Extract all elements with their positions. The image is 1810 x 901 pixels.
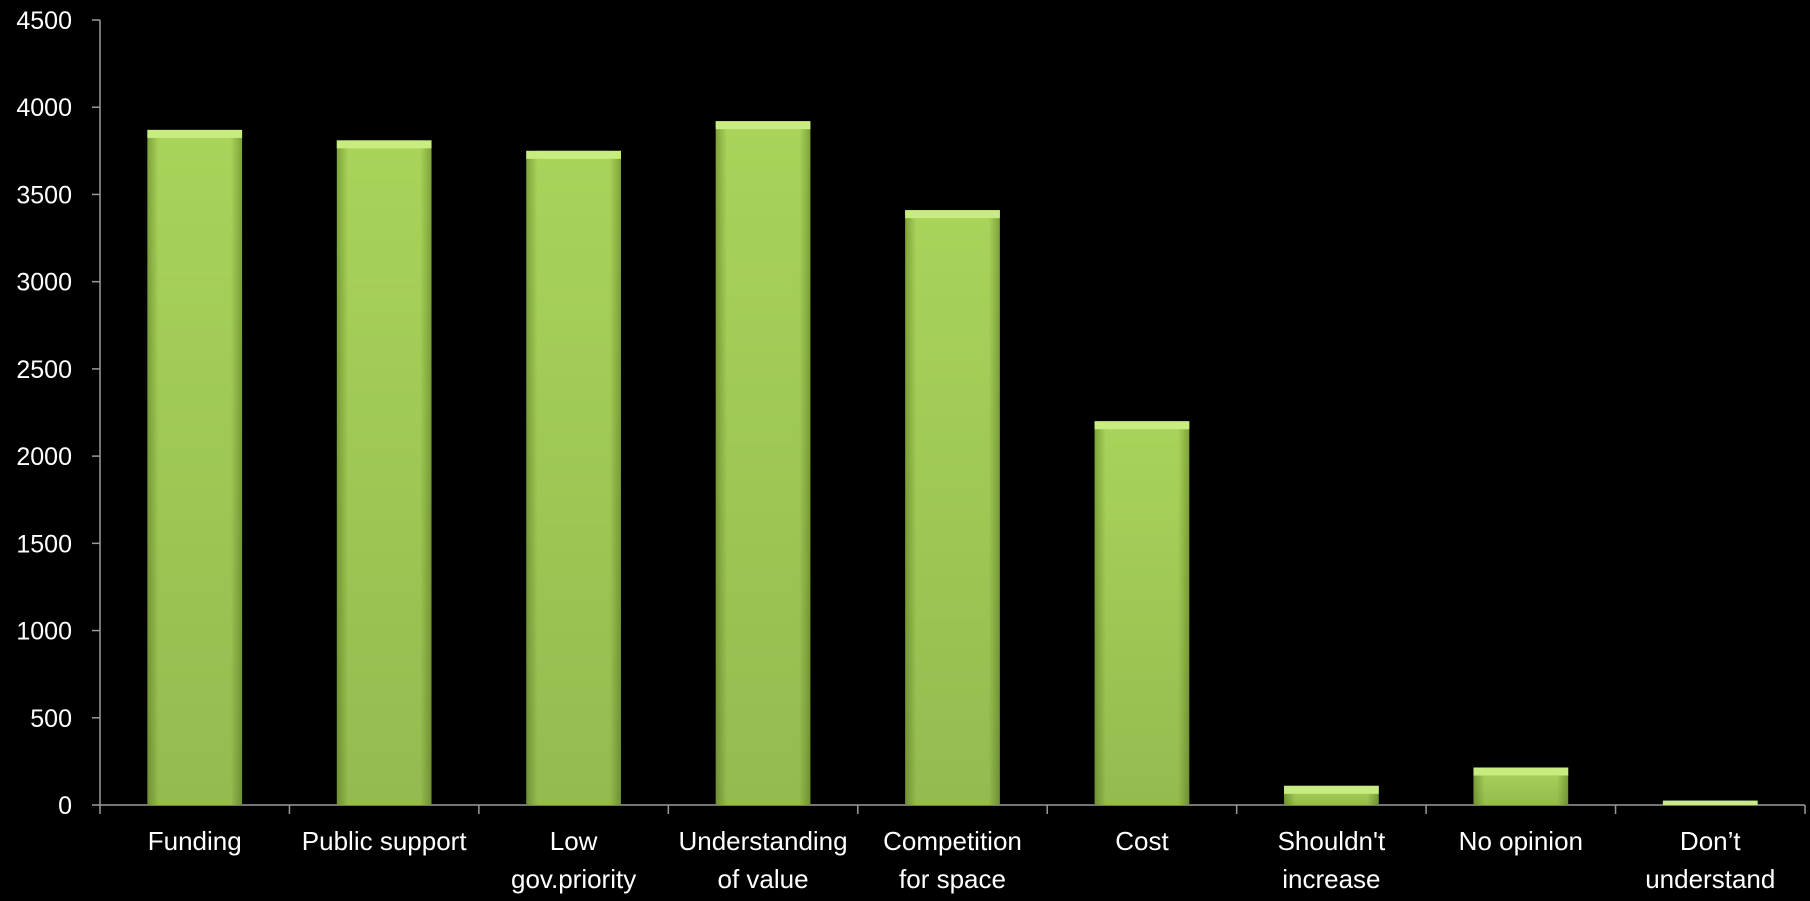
bar (715, 121, 811, 805)
x-category-label: Funding (148, 826, 242, 856)
x-category-label: Competition (883, 826, 1022, 856)
x-category-label: increase (1282, 864, 1380, 894)
x-category-label: for space (899, 864, 1006, 894)
x-category-label: of value (718, 864, 809, 894)
bar-shade (715, 121, 811, 805)
y-tick-label: 1500 (16, 530, 72, 558)
bar-top-bevel (526, 150, 621, 159)
y-tick-label: 1000 (16, 618, 72, 646)
y-tick-label: 3500 (16, 181, 72, 209)
x-category-label: Low (550, 826, 598, 856)
bar-top-bevel (1094, 421, 1190, 430)
y-tick-label: 0 (58, 792, 72, 820)
x-category-label: Public support (302, 826, 468, 856)
x-category-label: Understanding (678, 826, 847, 856)
y-tick-label: 2000 (16, 443, 72, 471)
y-tick-label: 4500 (16, 7, 72, 35)
bar-top-bevel (336, 140, 432, 149)
bar-shade (1094, 421, 1190, 805)
x-category-label: gov.priority (511, 864, 636, 894)
x-category-label: Don’t (1680, 826, 1741, 856)
bar (1284, 785, 1379, 805)
bar (1662, 800, 1758, 805)
x-category-label: Cost (1115, 826, 1169, 856)
bar-top-bevel (715, 121, 811, 130)
bar-top-bevel (1284, 785, 1379, 794)
x-category-label: understand (1645, 864, 1775, 894)
bars-group (147, 121, 1758, 806)
bar-top-bevel (905, 210, 1000, 219)
y-tick-label: 500 (30, 705, 72, 733)
bar (336, 140, 432, 805)
y-tick-label: 2500 (16, 356, 72, 384)
bar (526, 150, 621, 806)
bar (905, 210, 1000, 806)
bar-top-bevel (147, 129, 243, 138)
y-tick-label: 4000 (16, 94, 72, 122)
x-category-label: No opinion (1459, 826, 1583, 856)
bar (147, 129, 243, 805)
bar (1094, 421, 1190, 805)
bar-top-bevel (1662, 800, 1758, 805)
labels-group: 0 500 1000 1500 2000 2500 3000 3500 4000 4500 Fund… (16, 7, 1775, 894)
bar-top-bevel (1473, 767, 1569, 776)
bar-shade (526, 150, 621, 806)
bar-shade (905, 210, 1000, 806)
bar (1473, 767, 1569, 805)
y-tick-label: 3000 (16, 269, 72, 297)
x-category-label: Shouldn't (1278, 826, 1386, 856)
bar-shade (147, 129, 243, 805)
bar-shade (336, 140, 432, 805)
